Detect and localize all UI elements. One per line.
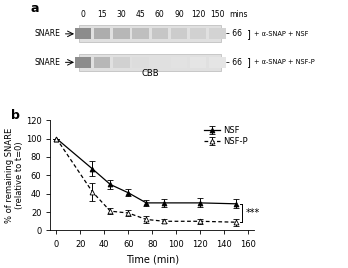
Text: 0: 0 — [81, 10, 86, 19]
Text: 60: 60 — [155, 10, 165, 19]
Text: ]: ] — [246, 29, 250, 39]
Bar — [152, 57, 168, 68]
Bar — [190, 57, 206, 68]
Text: CBB: CBB — [141, 69, 159, 78]
Bar — [171, 28, 187, 39]
Text: – 66: – 66 — [226, 29, 242, 38]
Bar — [75, 57, 91, 68]
Bar — [133, 57, 149, 68]
Text: 120: 120 — [191, 10, 205, 19]
Bar — [113, 57, 129, 68]
Bar — [113, 28, 129, 39]
Bar — [79, 54, 221, 71]
Bar — [79, 25, 221, 42]
Bar — [133, 28, 149, 39]
Text: ***: *** — [246, 208, 260, 218]
Text: – 66: – 66 — [226, 58, 242, 67]
Bar — [209, 57, 226, 68]
Bar — [94, 57, 110, 68]
Text: 45: 45 — [136, 10, 145, 19]
Text: + α-SNAP + NSF: + α-SNAP + NSF — [254, 31, 308, 37]
Text: 90: 90 — [174, 10, 184, 19]
Text: SNARE: SNARE — [35, 29, 61, 38]
Bar — [75, 28, 91, 39]
Text: 150: 150 — [210, 10, 225, 19]
Legend: NSF, NSF-P: NSF, NSF-P — [202, 124, 250, 148]
X-axis label: Time (min): Time (min) — [126, 254, 179, 264]
Text: + α-SNAP + NSF-P: + α-SNAP + NSF-P — [254, 59, 315, 65]
Bar — [209, 28, 226, 39]
Text: b: b — [11, 109, 19, 122]
Text: a: a — [30, 2, 39, 15]
Y-axis label: % of remaining SNARE
(relative to t=0): % of remaining SNARE (relative to t=0) — [5, 128, 24, 223]
Text: ]: ] — [246, 57, 250, 67]
Bar — [94, 28, 110, 39]
Bar — [190, 28, 206, 39]
Text: 15: 15 — [97, 10, 107, 19]
Bar — [152, 28, 168, 39]
Text: mins: mins — [230, 10, 248, 19]
Text: SNARE: SNARE — [35, 58, 61, 67]
Bar — [171, 57, 187, 68]
Text: 30: 30 — [117, 10, 126, 19]
